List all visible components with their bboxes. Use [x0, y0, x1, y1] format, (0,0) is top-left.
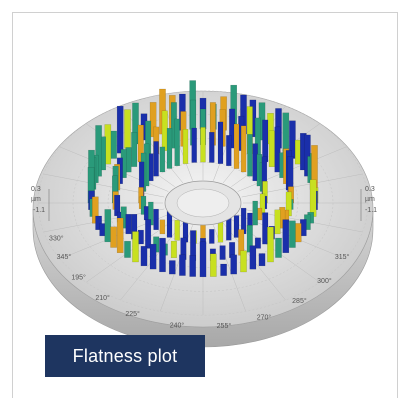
grid-ring: [37, 90, 369, 316]
angle-tick-label: 300°: [317, 277, 332, 285]
ring-bar: [219, 245, 226, 260]
ring-bar: [159, 237, 166, 273]
ring-bar: [174, 118, 180, 167]
ring-bar: [294, 223, 302, 243]
ring-bar: [116, 105, 124, 154]
angle-tick-label: 210°: [95, 294, 110, 302]
caption-box: Flatness plot: [45, 335, 205, 377]
ring-bar: [274, 126, 281, 173]
ring-bar: [174, 219, 180, 241]
ring-bar: [153, 208, 159, 231]
angle-tick-label: 330°: [49, 234, 64, 242]
angle-tick-label: 285°: [292, 297, 307, 305]
ring-bar: [209, 253, 217, 277]
right-z-axis: 0.3 µm -1.1: [360, 186, 377, 221]
ring-bar: [247, 134, 253, 177]
ring-bar: [159, 146, 166, 173]
ring-bar: [230, 254, 238, 275]
ring-bar: [124, 109, 131, 149]
ring-bar: [252, 200, 258, 226]
ring-bar: [209, 131, 215, 163]
ring-bar: [268, 130, 275, 167]
angle-tick-label: 270°: [257, 313, 272, 321]
ring-bar: [182, 128, 189, 164]
ring-bar: [168, 260, 176, 275]
angle-tick-label: 195°: [71, 274, 86, 282]
ring-bar: [110, 226, 117, 248]
angle-tick-label: 240°: [170, 321, 185, 329]
ring-bar: [282, 112, 290, 154]
ring-bar: [200, 127, 206, 163]
angle-tick-labels: 330° 345° 195° 210° 225° 240° 255° 270° 285° 300°…: [49, 234, 349, 330]
ring-bar: [132, 231, 139, 263]
ring-bar: [140, 245, 148, 267]
right-axis-unit: µm: [365, 196, 375, 203]
ring-bar: [240, 250, 247, 273]
left-axis-bottom: -1.1: [33, 207, 45, 214]
ring-bar: [282, 219, 290, 254]
ring-bar: [240, 125, 247, 173]
ring-bar: [191, 127, 197, 163]
grid-ring: [72, 114, 334, 292]
ring-bar: [153, 141, 159, 177]
ring-bar: [209, 229, 215, 244]
flatness-3d-plot: 330° 345° 195° 210° 225° 240° 255° 270° 285° 300°…: [31, 80, 377, 348]
ring-bar: [159, 219, 166, 235]
ring-bar: [233, 123, 240, 169]
center-hub-inner: [176, 188, 230, 218]
ring-bar: [217, 121, 224, 164]
ring-bar: [91, 196, 99, 224]
ring-bar: [140, 195, 147, 215]
ring-bar: [199, 241, 207, 278]
left-axis-top: 0.3: [31, 186, 41, 193]
ring-bars: [87, 80, 319, 278]
ring-bar: [145, 219, 152, 249]
ring-bar: [161, 110, 168, 151]
ring-bar: [289, 220, 296, 248]
ring-bar: [170, 240, 177, 259]
grid-spoke: [43, 173, 165, 198]
angle-tick-label: 225°: [125, 310, 140, 318]
ring-bar: [309, 179, 317, 217]
ring-bar: [95, 215, 102, 231]
ring-bar: [233, 215, 240, 238]
plot-card: 330° 345° 195° 210° 225° 240° 255° 270° 285° 300°…: [12, 12, 398, 398]
grid-spoke: [120, 105, 184, 184]
ring-bar: [116, 217, 124, 253]
ring-bar: [274, 209, 281, 235]
right-axis-top: 0.3: [365, 186, 375, 193]
ring-bar: [189, 255, 197, 277]
left-axis-unit: µm: [31, 196, 41, 203]
angle-tick-label: 315°: [335, 253, 350, 261]
ring-bar: [104, 209, 112, 243]
ring-bar: [226, 135, 232, 167]
caption-label: Flatness plot: [72, 345, 178, 366]
left-z-axis: 0.3 µm -1.1: [31, 186, 50, 221]
ring-bar: [275, 237, 282, 258]
ring-bar: [125, 213, 132, 235]
ring-bar: [220, 263, 227, 276]
ring-bar: [262, 212, 269, 245]
ring-bar: [149, 102, 157, 138]
grid-spoke: [241, 173, 363, 198]
ring-bar: [149, 243, 157, 270]
ring-bar: [124, 240, 131, 258]
ring-bar: [179, 254, 186, 276]
ring-bar: [254, 237, 261, 249]
ring-bar: [95, 125, 102, 177]
angle-tick-label: 345°: [57, 253, 72, 261]
grid-ring: [107, 138, 299, 268]
ring-bar: [137, 229, 144, 245]
ring-bar: [166, 127, 173, 169]
right-axis-bottom: -1.1: [365, 207, 377, 214]
ring-bar: [262, 119, 269, 163]
ring-bar: [258, 253, 266, 267]
ring-bar: [110, 130, 117, 159]
ring-bar: [249, 245, 257, 270]
ring-bar: [267, 226, 274, 263]
ring-bar: [131, 131, 138, 167]
angle-tick-label: 255°: [217, 322, 232, 330]
